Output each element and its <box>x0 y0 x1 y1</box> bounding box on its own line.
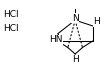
Text: N: N <box>71 14 78 23</box>
Text: HCl: HCl <box>3 24 19 33</box>
Text: H: H <box>71 55 78 64</box>
Text: HCl: HCl <box>3 10 19 19</box>
Text: HN: HN <box>49 35 62 44</box>
Text: H: H <box>92 17 99 26</box>
